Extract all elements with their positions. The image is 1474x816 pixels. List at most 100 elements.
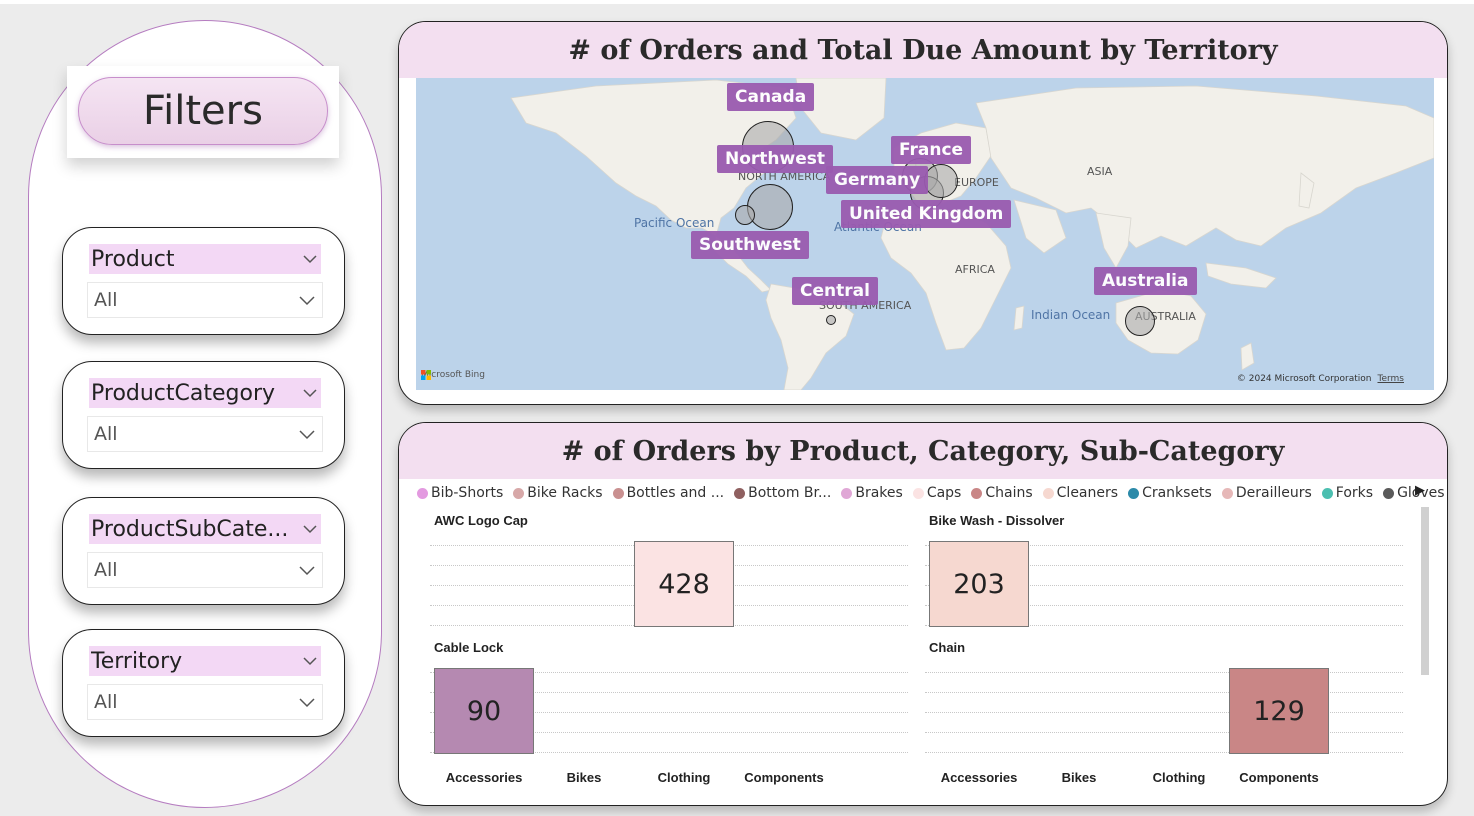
slicer-product-category[interactable]: ProductCategory All xyxy=(62,361,345,469)
legend-label: Bike Racks xyxy=(527,485,603,501)
map-copyright: © 2024 Microsoft Corporation Terms xyxy=(1237,374,1404,384)
panel-title: AWC Logo Cap xyxy=(434,513,528,528)
bar[interactable]: 129 xyxy=(1229,668,1329,754)
chevron-down-icon[interactable] xyxy=(301,250,319,268)
gridline xyxy=(430,752,908,753)
legend-item[interactable]: Cranksets xyxy=(1128,485,1212,501)
ocean-label: Pacific Ocean xyxy=(634,216,715,230)
legend-swatch xyxy=(1128,487,1140,499)
legend-next-arrow-icon[interactable]: ▶ xyxy=(1415,483,1425,498)
chart-card-title: # of Orders by Product, Category, Sub-Ca… xyxy=(399,423,1447,479)
slicer-value: All xyxy=(94,423,118,445)
territory-label-northwest[interactable]: Northwest xyxy=(717,145,833,173)
legend-swatch xyxy=(1321,487,1333,499)
legend-item[interactable]: Caps xyxy=(912,485,961,501)
territory-bubble[interactable] xyxy=(735,205,755,225)
territory-bubble[interactable] xyxy=(1125,306,1155,336)
legend-item[interactable]: Brakes xyxy=(841,485,903,501)
territory-label-southwest[interactable]: Southwest xyxy=(691,231,809,259)
slicer-value: All xyxy=(94,559,118,581)
bing-logo: Microsoft Bing xyxy=(421,370,485,380)
legend-label: Forks xyxy=(1335,485,1374,501)
world-landmass xyxy=(510,78,1434,390)
gridline xyxy=(430,732,908,733)
legend-item[interactable]: Bottom Br... xyxy=(734,485,831,501)
top-bar xyxy=(0,0,1474,4)
x-axis-tick-label: Clothing xyxy=(657,770,711,785)
legend-swatch xyxy=(971,487,983,499)
legend-swatch xyxy=(912,487,924,499)
slicer-title: ProductSubCate... xyxy=(91,516,289,542)
filters-header-card: Filters xyxy=(67,66,339,158)
x-axis-tick-label: Components xyxy=(1239,770,1319,785)
slicer-dropdown[interactable]: All xyxy=(87,684,323,720)
territory-bubble[interactable] xyxy=(924,164,958,198)
legend-item[interactable]: Bib-Shorts xyxy=(417,485,503,501)
chevron-down-icon[interactable] xyxy=(301,652,319,670)
bar[interactable]: 428 xyxy=(634,541,734,627)
territory-bubble[interactable] xyxy=(747,184,793,230)
map-card-title: # of Orders and Total Due Amount by Terr… xyxy=(399,22,1447,78)
vertical-scrollbar[interactable] xyxy=(1421,507,1429,675)
legend-item[interactable]: Bike Racks xyxy=(513,485,603,501)
territory-label-canada[interactable]: Canada xyxy=(727,83,815,111)
slicer-dropdown[interactable]: All xyxy=(87,416,323,452)
slicer-territory[interactable]: Territory All xyxy=(62,629,345,737)
slicer-header[interactable]: Product xyxy=(89,244,321,274)
legend-label: Cleaners xyxy=(1056,485,1119,501)
chevron-down-icon[interactable] xyxy=(298,693,316,711)
chevron-down-icon[interactable] xyxy=(301,384,319,402)
territory-map[interactable]: Pacific Ocean Atlantic Ocean Indian Ocea… xyxy=(416,78,1434,390)
territory-label-central[interactable]: Central xyxy=(792,277,878,305)
legend-swatch xyxy=(1042,487,1054,499)
territory-label-united-kingdom[interactable]: United Kingdom xyxy=(841,200,1012,228)
slicer-product-subcategory[interactable]: ProductSubCate... All xyxy=(62,497,345,605)
chevron-down-icon[interactable] xyxy=(301,520,319,538)
slicer-value: All xyxy=(94,691,118,713)
panel-title: Cable Lock xyxy=(434,640,504,655)
slicer-dropdown[interactable]: All xyxy=(87,282,323,318)
slicer-dropdown[interactable]: All xyxy=(87,552,323,588)
chevron-down-icon[interactable] xyxy=(298,291,316,309)
territory-label-australia[interactable]: Australia xyxy=(1094,267,1197,295)
legend-item[interactable]: Cleaners xyxy=(1042,485,1119,501)
gridline xyxy=(925,545,1403,546)
terms-link[interactable]: Terms xyxy=(1377,374,1404,384)
bar[interactable]: 90 xyxy=(434,668,534,754)
legend-swatch xyxy=(513,487,525,499)
gridline xyxy=(925,585,1403,586)
legend-label: Cranksets xyxy=(1142,485,1212,501)
slicer-header[interactable]: ProductCategory xyxy=(89,378,321,408)
ocean-label: Indian Ocean xyxy=(1031,308,1111,322)
slicer-title: Product xyxy=(91,246,175,272)
gridline xyxy=(925,565,1403,566)
microsoft-logo-icon xyxy=(421,370,431,380)
bar[interactable]: 203 xyxy=(929,541,1029,627)
small-multiple-panel: Bike Wash - Dissolver 203 xyxy=(925,513,1409,639)
small-multiple-panel: AWC Logo Cap 428 xyxy=(430,513,914,639)
territory-label-france[interactable]: France xyxy=(891,136,972,164)
chevron-down-icon[interactable] xyxy=(298,425,316,443)
legend-swatch xyxy=(1383,487,1395,499)
chart-legend: Bib-Shorts Bike Racks Bottles and ... Botto… xyxy=(417,483,1445,503)
slicer-header[interactable]: Territory xyxy=(89,646,321,676)
legend-label: Chains xyxy=(985,485,1033,501)
slicer-product[interactable]: Product All xyxy=(62,227,345,335)
continent-label: ASIA xyxy=(1087,165,1113,178)
legend-item[interactable]: Derailleurs xyxy=(1221,485,1312,501)
copyright-text: © 2024 Microsoft Corporation xyxy=(1236,374,1372,384)
legend-label: Bottom Br... xyxy=(748,485,832,501)
filters-title: Filters xyxy=(78,77,328,145)
slicer-header[interactable]: ProductSubCate... xyxy=(89,514,321,544)
territory-bubble[interactable] xyxy=(826,315,836,325)
legend-item[interactable]: Bottles and ... xyxy=(612,485,724,501)
x-axis-tick-label: Accessories xyxy=(445,770,523,785)
chevron-down-icon[interactable] xyxy=(298,561,316,579)
legend-item[interactable]: Chains xyxy=(971,485,1033,501)
legend-item[interactable]: Gloves xyxy=(1383,485,1445,501)
continent-label: NORTH AMERICA xyxy=(738,170,831,183)
legend-item[interactable]: Forks xyxy=(1321,485,1374,501)
x-axis-tick-label: Accessories xyxy=(940,770,1018,785)
territory-label-germany[interactable]: Germany xyxy=(826,166,929,194)
